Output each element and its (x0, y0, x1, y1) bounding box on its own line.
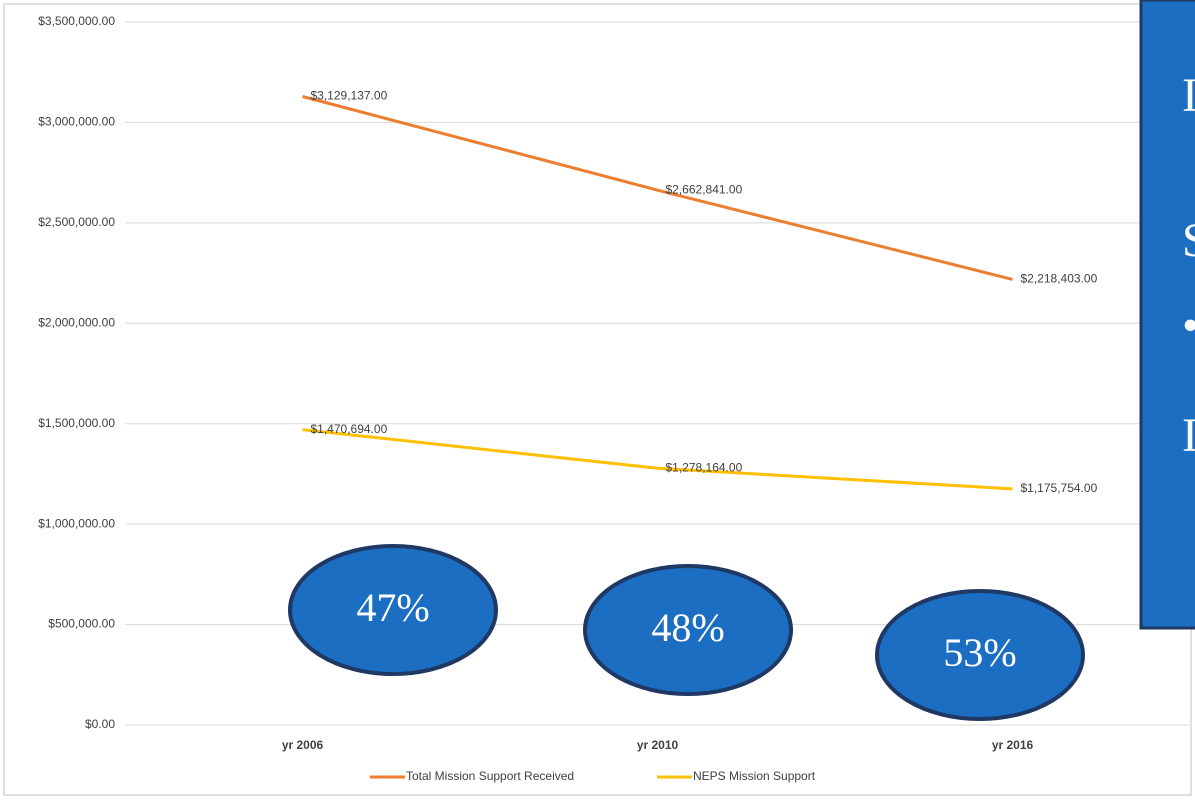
annotation-bubble (583, 564, 793, 696)
data-label: $3,129,137.00 (311, 89, 388, 103)
y-tick-label: $1,000,000.00 (38, 516, 115, 530)
x-tick-label: yr 2006 (282, 738, 324, 752)
x-tick-label: yr 2010 (637, 738, 679, 752)
callout-text: I (1182, 69, 1195, 122)
data-label: $2,218,403.00 (1021, 272, 1098, 286)
data-label: $1,278,164.00 (666, 460, 743, 474)
legend-label: NEPS Mission Support (693, 769, 816, 783)
y-tick-label: $2,000,000.00 (38, 315, 115, 329)
series-line (302, 95, 1013, 281)
data-label: $1,470,694.00 (311, 422, 388, 436)
callout-text: I (1182, 409, 1195, 462)
annotation-bubble (875, 589, 1085, 721)
callout-text: S (1182, 214, 1195, 267)
data-label: $2,662,841.00 (666, 182, 743, 196)
callout-text: • (1182, 299, 1195, 352)
annotation-text: 53% (943, 630, 1016, 675)
annotation-bubble (288, 544, 498, 676)
legend-label: Total Mission Support Received (406, 769, 574, 783)
y-tick-label: $1,500,000.00 (38, 416, 115, 430)
x-tick-label: yr 2016 (992, 738, 1034, 752)
annotation-text: 47% (356, 585, 429, 630)
y-tick-label: $3,000,000.00 (38, 115, 115, 129)
annotation-text: 48% (651, 605, 724, 650)
y-tick-label: $0.00 (85, 717, 115, 731)
callout-box (1139, 0, 1195, 630)
y-tick-label: $2,500,000.00 (38, 215, 115, 229)
data-label: $1,175,754.00 (1021, 481, 1098, 495)
y-tick-label: $3,500,000.00 (38, 14, 115, 28)
y-tick-label: $500,000.00 (48, 617, 115, 631)
series-line (302, 428, 1013, 491)
